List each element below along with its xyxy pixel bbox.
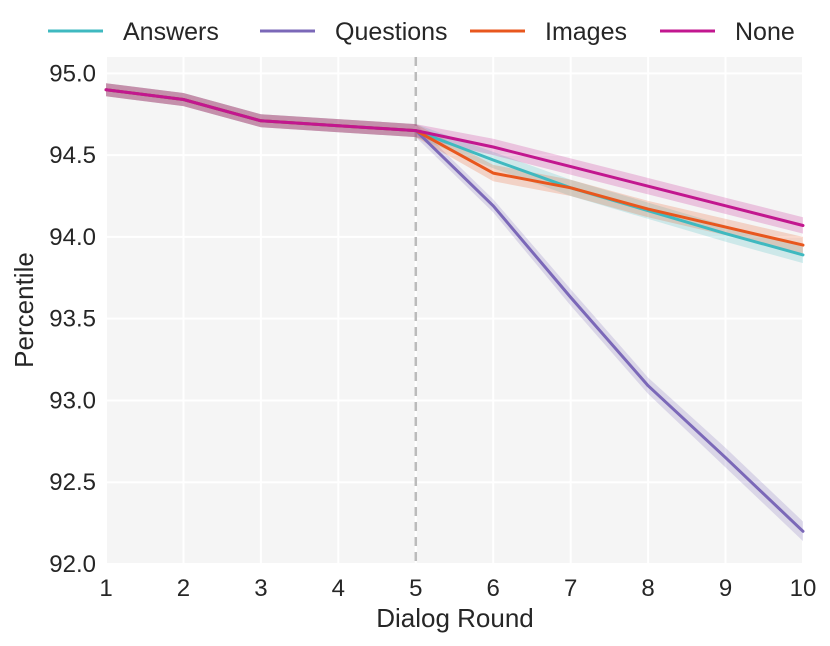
legend: Answers Questions Images None bbox=[48, 18, 795, 46]
x-tick-label: 2 bbox=[177, 575, 190, 602]
y-tick-label: 93.0 bbox=[49, 387, 96, 414]
legend-label-questions: Questions bbox=[335, 18, 448, 46]
x-tick-label: 4 bbox=[332, 575, 345, 602]
y-tick-label: 92.0 bbox=[49, 551, 96, 578]
y-tick-labels: 92.0 92.5 93.0 93.5 94.0 94.5 95.0 bbox=[49, 60, 96, 578]
y-axis-label: Percentile bbox=[9, 252, 39, 368]
x-tick-label: 7 bbox=[564, 575, 577, 602]
x-tick-label: 5 bbox=[409, 575, 422, 602]
x-tick-label: 9 bbox=[719, 575, 732, 602]
plot-background bbox=[106, 57, 803, 564]
legend-label-images: Images bbox=[545, 18, 627, 46]
y-tick-label: 94.5 bbox=[49, 142, 96, 169]
x-tick-label: 6 bbox=[487, 575, 500, 602]
band-answers bbox=[106, 83, 803, 264]
legend-label-none: None bbox=[735, 18, 795, 46]
x-tick-label: 1 bbox=[99, 575, 112, 602]
x-axis-label: Dialog Round bbox=[376, 603, 534, 633]
y-tick-label: 92.5 bbox=[49, 469, 96, 496]
x-tick-labels: 1 2 3 4 5 6 7 8 9 10 bbox=[99, 575, 816, 602]
x-tick-label: 10 bbox=[790, 575, 817, 602]
y-tick-label: 93.5 bbox=[49, 306, 96, 333]
y-tick-label: 94.0 bbox=[49, 224, 96, 251]
x-tick-label: 8 bbox=[641, 575, 654, 602]
series-line-none bbox=[104, 88, 805, 227]
y-tick-label: 95.0 bbox=[49, 60, 96, 87]
series-line-layer bbox=[104, 88, 805, 533]
x-tick-label: 3 bbox=[254, 575, 267, 602]
band-images bbox=[106, 83, 803, 254]
legend-label-answers: Answers bbox=[123, 18, 219, 46]
grid-layer bbox=[105, 57, 804, 565]
